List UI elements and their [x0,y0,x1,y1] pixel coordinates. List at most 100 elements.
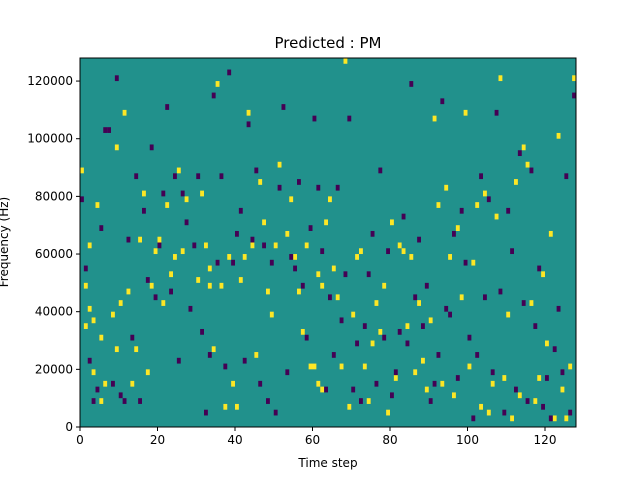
heatmap-cell-high [308,363,313,370]
heatmap-cell-high [378,328,383,335]
heatmap-cell-high [293,254,297,260]
heatmap-cell-low [448,311,452,318]
heatmap-cell-low [370,230,375,237]
heatmap-cell-low [525,398,530,404]
heatmap-cell-low [180,190,185,197]
heatmap-cell-high [142,190,146,197]
heatmap-cell-high [514,179,518,185]
heatmap-cell-high [149,282,154,289]
heatmap-cell-low [114,75,119,82]
heatmap-cell-low [386,248,390,255]
y-axis: 0 20000 40000 60000 80000 100000 120000 [27,74,80,434]
heatmap-cell-low [541,403,545,410]
heatmap-cell-low [262,242,266,249]
heatmap-cell-high [111,311,115,318]
heatmap-cell-high [242,254,247,260]
heatmap-cell-high [552,415,557,422]
x-tick-label: 120 [534,433,557,447]
heatmap-cell-low [417,236,421,243]
heatmap-cell-high [510,415,514,422]
heatmap-cell-high [390,219,394,226]
heatmap-cell-high [432,115,437,122]
heatmap-cell-high [560,386,565,393]
heatmap-cell-low [568,409,573,416]
heatmap-cell-low [207,352,212,358]
heatmap-cell-high [479,403,483,410]
heatmap-cell-low [246,121,251,128]
y-tick-label: 80000 [35,189,73,203]
heatmap-cell-low [428,398,433,404]
heatmap-cell-low [188,305,193,312]
heatmap-cell-low [130,334,135,341]
heatmap-cell-high [386,409,390,416]
x-axis: 0 20 40 60 80 100 120 [76,427,556,447]
heatmap-cell-high [200,190,204,197]
heatmap-cell-low [490,369,495,376]
heatmap-cell-low [517,150,522,157]
heatmap-cell-low [107,127,111,133]
heatmap-cell-high [525,161,530,168]
heatmap-cell-high [529,300,534,306]
y-tick-label: 60000 [35,247,73,261]
heatmap-cell-high [266,288,270,295]
heatmap-cell-low [359,398,363,404]
heatmap-cell-high [250,242,255,249]
heatmap-cell-low [269,259,274,266]
heatmap-cell-low [440,98,445,105]
heatmap-cell-high [289,196,294,203]
heatmap-cell-low [548,415,553,422]
heatmap-cell-high [316,271,321,278]
heatmap-cell-high [475,202,480,208]
heatmap-cell-high [238,277,243,283]
heatmap-cell-low [564,173,569,180]
heatmap-cell-high [343,58,348,64]
heatmap-cell-low [362,323,367,329]
heatmap-cell-low [331,352,336,358]
heatmap-cell-high [227,254,232,260]
heatmap-cell-low [200,328,204,335]
heatmap-cell-high [401,248,406,255]
heatmap-cell-high [467,363,472,370]
y-tick-label: 120000 [27,74,73,88]
heatmap-cell-high [506,311,511,318]
heatmap-cell-low [250,236,255,243]
heatmap-cell-low [285,369,290,376]
heatmap-cell-high [440,380,445,387]
heatmap-cell-low [432,380,437,387]
heatmap-cell-high [417,300,421,306]
heatmap-cell-low [409,81,414,87]
heatmap-cell-low [552,346,557,353]
heatmap-cell-low [339,317,344,324]
heatmap-cell-high [370,340,375,347]
x-tick-label: 20 [150,433,165,447]
heatmap-cell-low [312,115,317,122]
heatmap-cell-low [335,184,340,191]
x-tick-label: 60 [305,433,320,447]
heatmap-cell-low [258,380,263,387]
heatmap-cell-low [560,369,565,376]
heatmap-cell-low [138,398,142,404]
heatmap-cell-low [498,288,503,295]
heatmap-cell-high [421,357,425,364]
heatmap-cell-low [355,340,359,347]
heatmap-cell-high [269,311,274,318]
heatmap-cell-high [533,398,538,404]
heatmap-cell-low [83,265,88,272]
heatmap-cell-high [219,282,224,289]
heatmap-cell-high [83,282,88,289]
heatmap-cell-low [486,196,491,203]
heatmap-cell-low [238,207,243,214]
heatmap-cell-high [235,403,239,410]
heatmap-cell-low [281,104,286,110]
heatmap-cell-high [122,109,127,116]
heatmap-cell-low [467,334,472,341]
heatmap-cell-high [262,219,266,226]
heatmap-cell-high [374,300,379,306]
heatmap-cell-low [122,398,127,404]
heatmap-cell-low [227,69,232,76]
heatmap-cell-high [157,236,162,243]
heatmap-cell-low [479,173,483,180]
heatmap-cell-high [339,363,344,370]
heatmap-cell-high [556,132,561,139]
